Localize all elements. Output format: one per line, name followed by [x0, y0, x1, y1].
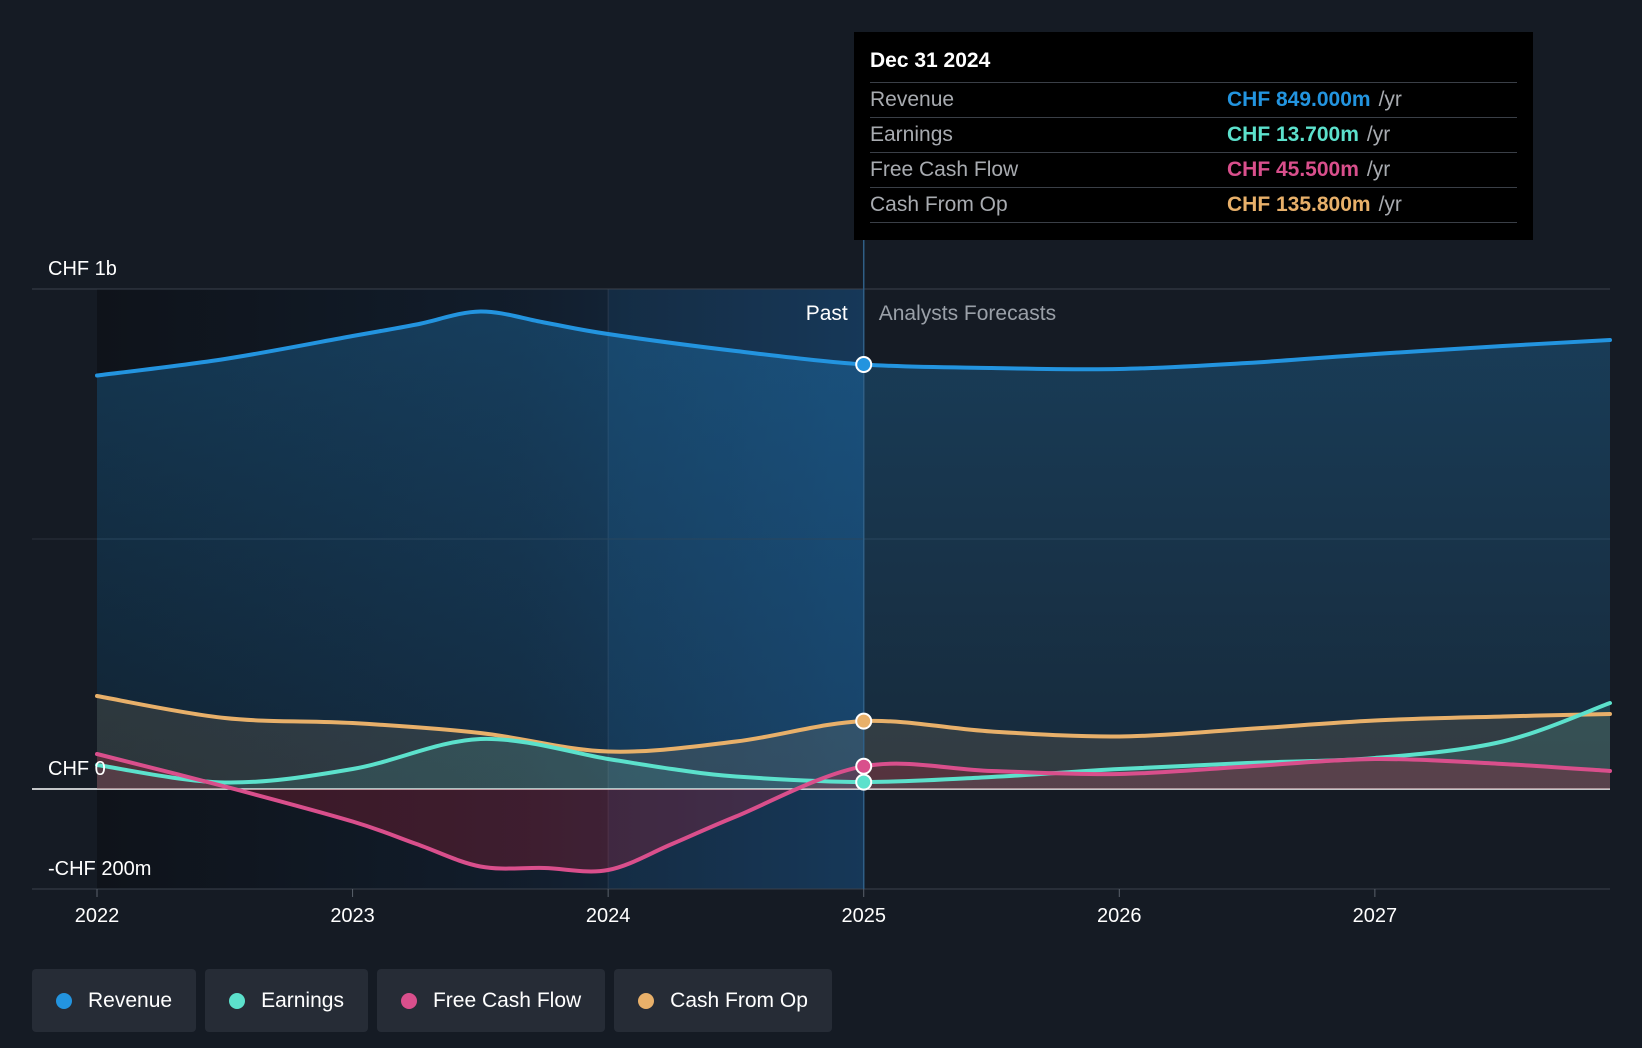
revenue-line	[95, 309, 1612, 378]
tooltip-row-earnings: Earnings CHF 13.700m /yr	[870, 117, 1517, 152]
tooltip-unit: /yr	[1366, 158, 1391, 181]
tooltip-value: CHF 45.500m	[1227, 158, 1359, 181]
cash-from-op-dot-icon	[638, 992, 655, 1009]
tooltip-label: Cash From Op	[870, 193, 1008, 216]
tooltip-unit: /yr	[1366, 123, 1391, 146]
revenue-highlight-point	[855, 356, 873, 373]
tooltip-row-free-cash-flow: Free Cash Flow CHF 45.500m /yr	[870, 152, 1517, 187]
tooltip-value: CHF 135.800m	[1227, 193, 1371, 216]
legend-item-earnings[interactable]: Earnings	[205, 969, 368, 1032]
free-cash-flow-highlight-point	[855, 757, 873, 775]
tooltip: Dec 31 2024 Revenue CHF 849.000m /yr Ear…	[854, 32, 1533, 240]
legend-label: Earnings	[261, 988, 344, 1012]
tooltip-date: Dec 31 2024	[870, 49, 991, 72]
legend-item-free-cash-flow[interactable]: Free Cash Flow	[376, 969, 606, 1032]
tooltip-unit: /yr	[1378, 88, 1402, 111]
tooltip-label: Earnings	[870, 123, 953, 146]
tooltip-row-cash-from-op: Cash From Op CHF 135.800m /yr	[870, 187, 1517, 223]
tooltip-unit: /yr	[1378, 193, 1402, 216]
x-tick-label: 2024	[586, 905, 631, 927]
x-tick-label: 2023	[330, 905, 375, 927]
x-tick-label: 2026	[1097, 905, 1142, 927]
legend-label: Revenue	[88, 988, 173, 1012]
free-cash-flow-dot-icon	[400, 992, 417, 1009]
tooltip-value: CHF 849.000m	[1227, 88, 1371, 111]
free-cash-flow-line	[95, 752, 1612, 874]
cash-from-op-highlight-point	[855, 712, 873, 730]
tooltip-value: CHF 13.700m	[1227, 123, 1359, 146]
legend-item-revenue[interactable]: Revenue	[32, 969, 197, 1032]
financial-chart: CHF 1b CHF 0 -CHF 200m 2022 2023 2024 2025 2026…	[32, 240, 1612, 927]
free-cash-flow-area	[97, 754, 1610, 872]
legend-label: Free Cash Flow	[432, 988, 582, 1012]
tooltip-label: Free Cash Flow	[870, 158, 1019, 181]
tooltip-row-revenue: Revenue CHF 849.000m /yr	[870, 82, 1517, 117]
x-tick-label: 2027	[1353, 905, 1398, 927]
forecast-label: Analysts Forecasts	[879, 302, 1056, 325]
legend-item-cash-from-op[interactable]: Cash From Op	[614, 969, 832, 1032]
y-tick-label: CHF 1b	[48, 258, 117, 280]
x-tick-label: 2025	[841, 905, 886, 927]
tooltip-label: Revenue	[870, 88, 955, 111]
y-tick-label: -CHF 200m	[48, 858, 151, 880]
legend-label: Cash From Op	[670, 988, 808, 1012]
legend: Revenue Earnings Free Cash Flow Cash Fro…	[32, 969, 832, 1032]
revenue-dot-icon	[56, 992, 72, 1009]
revenue-area	[97, 311, 1610, 789]
x-tick-label: 2022	[75, 905, 120, 927]
earnings-dot-icon	[229, 992, 246, 1009]
earnings-highlight-point	[855, 773, 873, 791]
past-label: Past	[806, 302, 848, 325]
y-tick-label: CHF 0	[48, 758, 106, 780]
